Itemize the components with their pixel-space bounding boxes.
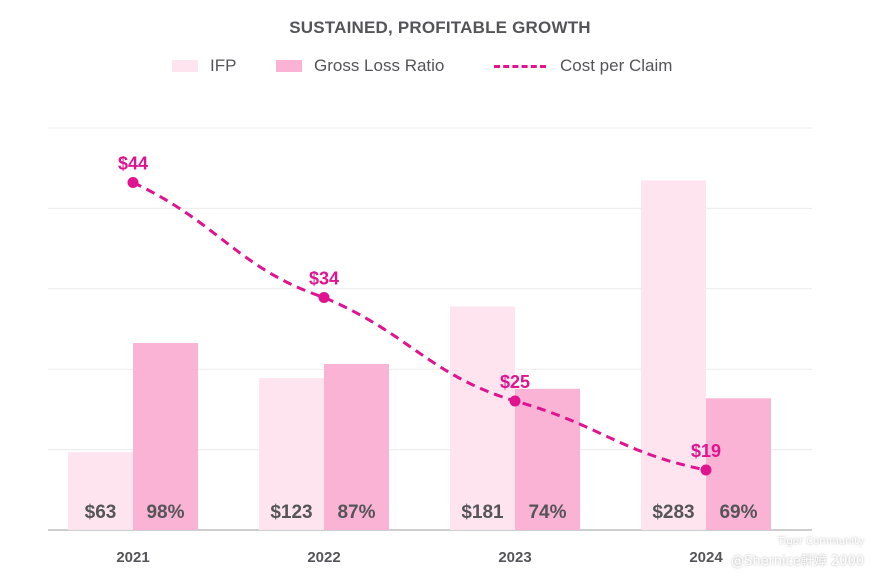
point-cost-per-claim-2023 — [509, 395, 521, 407]
point-label-cost-per-claim-2021: $44 — [118, 154, 148, 174]
legend: IFP Gross Loss Ratio Cost per Claim — [0, 56, 880, 82]
legend-swatch-gross-loss-ratio — [276, 60, 302, 72]
bar-ifp-2024 — [641, 180, 706, 530]
bar-label-ifp-2022: $123 — [270, 502, 312, 523]
line-cost-per-claim — [132, 181, 707, 472]
point-cost-per-claim-2024 — [700, 464, 712, 476]
bar-label-ifp-2024: $283 — [652, 502, 694, 523]
legend-label-gross-loss-ratio: Gross Loss Ratio — [314, 56, 445, 75]
legend-swatch-ifp — [172, 60, 198, 72]
bar-gross-loss-ratio-2023 — [515, 388, 580, 530]
bar-ifp-2021 — [68, 452, 133, 530]
watermark-brand: Tiger Community — [777, 536, 864, 547]
legend-item-cost-per-claim: Cost per Claim — [494, 56, 672, 76]
point-cost-per-claim-2021 — [127, 177, 139, 188]
x-tick-label-2024: 2024 — [689, 549, 723, 566]
bar-ifp-2022 — [259, 378, 324, 530]
bar-label-ifp-2023: $181 — [461, 502, 504, 523]
bar-ifp-2023 — [450, 306, 515, 530]
legend-dash-cost-per-claim — [494, 64, 546, 68]
bar-gross-loss-ratio-2022 — [324, 364, 389, 530]
legend-item-gross-loss-ratio: Gross Loss Ratio — [276, 56, 444, 76]
point-label-cost-per-claim-2023: $25 — [500, 372, 530, 392]
x-tick-label-2021: 2021 — [116, 549, 149, 566]
legend-item-ifp: IFP — [172, 56, 236, 76]
point-label-cost-per-claim-2022: $34 — [309, 269, 339, 289]
bar-label-gross-loss-ratio-2021: 98% — [146, 502, 184, 523]
chart-title: SUSTAINED, PROFITABLE GROWTH — [289, 18, 591, 37]
bar-label-gross-loss-ratio-2023: 74% — [528, 502, 566, 523]
point-label-cost-per-claim-2024: $19 — [691, 441, 721, 461]
x-tick-label-2022: 2022 — [307, 549, 340, 566]
bar-label-gross-loss-ratio-2022: 87% — [337, 502, 375, 523]
bar-label-ifp-2021: $63 — [85, 502, 117, 523]
legend-label-ifp: IFP — [210, 56, 237, 75]
x-tick-label-2023: 2023 — [498, 549, 531, 566]
watermark: Tiger Community @Shernice軒嫜 2000 — [731, 532, 864, 572]
bar-label-gross-loss-ratio-2024: 69% — [719, 502, 757, 523]
bar-gross-loss-ratio-2021 — [133, 343, 198, 530]
legend-label-cost-per-claim: Cost per Claim — [560, 56, 673, 75]
point-cost-per-claim-2022 — [318, 292, 330, 303]
bar-gross-loss-ratio-2024 — [706, 398, 771, 530]
watermark-handle: @Shernice軒嫜 2000 — [731, 554, 864, 569]
